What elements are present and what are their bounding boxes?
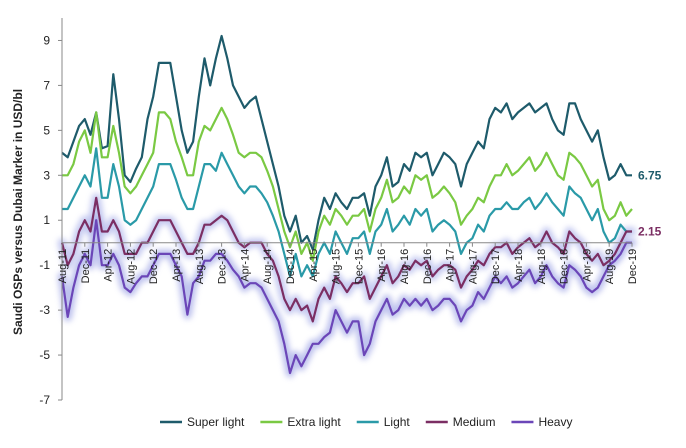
y-tick-label: -5 bbox=[39, 348, 50, 362]
x-tick-label: Aug-17 bbox=[467, 249, 479, 284]
y-tick-label: 1 bbox=[43, 213, 50, 227]
series-line-medium bbox=[60, 196, 632, 323]
y-tick-label: 9 bbox=[43, 33, 50, 47]
x-tick-label: Dec-11 bbox=[80, 249, 92, 284]
x-tick-label: Aug-18 bbox=[536, 249, 548, 284]
x-tick-label: Dec-13 bbox=[217, 249, 229, 284]
legend: Super light Extra light Light Medium Heavy bbox=[160, 415, 572, 429]
x-tick-label: Aug-15 bbox=[331, 249, 343, 284]
x-tick-label: Apr-12 bbox=[103, 249, 115, 282]
axes-layer bbox=[61, 18, 632, 400]
x-tick-label: Dec-17 bbox=[490, 249, 502, 284]
x-tick-label: Aug-16 bbox=[399, 249, 411, 284]
end-label-medium: 2.15 bbox=[638, 224, 662, 238]
legend-label-medium: Medium bbox=[453, 415, 496, 429]
y-tick-label: 3 bbox=[43, 168, 50, 182]
x-tick-label: Apr-18 bbox=[513, 249, 525, 282]
y-axis-title: Saudi OSPs versus Dubai Marker in USD/bl bbox=[11, 89, 25, 335]
x-tick-label: Aug-19 bbox=[604, 249, 616, 284]
end-label-super-light: 6.75 bbox=[638, 168, 662, 182]
x-tick-label: Dec-16 bbox=[422, 249, 434, 284]
x-tick-label: Aug-11 bbox=[57, 249, 69, 284]
series-line-extra-light bbox=[62, 106, 633, 262]
x-tick-label: Dec-12 bbox=[148, 249, 160, 284]
y-tick-label: -3 bbox=[39, 303, 50, 317]
x-tick-label: Apr-15 bbox=[308, 249, 320, 282]
y-tick-label: 5 bbox=[43, 123, 50, 137]
x-tick-label: Aug-14 bbox=[262, 249, 274, 284]
x-tick-label: Dec-19 bbox=[627, 249, 639, 284]
x-tick-label: Apr-13 bbox=[171, 249, 183, 282]
series-line-light bbox=[62, 147, 632, 278]
series-line-super-light bbox=[61, 34, 632, 251]
x-tick-label: Apr-16 bbox=[376, 249, 388, 282]
legend-label-extra-light: Extra light bbox=[287, 415, 341, 429]
legend-label-heavy: Heavy bbox=[538, 415, 572, 429]
legend-label-light: Light bbox=[384, 415, 411, 429]
end-labels: 6.75 2.15 bbox=[638, 168, 662, 238]
x-tick-label: Dec-18 bbox=[559, 249, 571, 284]
x-tick-label: Apr-19 bbox=[581, 249, 593, 282]
x-tick-label: Apr-14 bbox=[239, 249, 251, 282]
series-line-heavy bbox=[60, 219, 632, 375]
x-tick-label: Apr-17 bbox=[445, 249, 457, 282]
y-tick-label: -1 bbox=[39, 258, 50, 272]
x-tick-label: Aug-13 bbox=[194, 249, 206, 284]
y-ticks: 9 7 5 3 1 -1 -3 -5 -7 bbox=[39, 33, 62, 407]
x-tick-label: Dec-14 bbox=[285, 249, 297, 284]
series-layer bbox=[60, 34, 633, 375]
x-tick-label: Dec-15 bbox=[353, 249, 365, 284]
y-tick-label: -7 bbox=[39, 393, 50, 407]
x-tick-label: Aug-12 bbox=[125, 249, 137, 284]
legend-label-super-light: Super light bbox=[187, 415, 245, 429]
x-ticks: Aug-11 Dec-11 Apr-12 Aug-12 Dec-12 Apr-13 Aug-… bbox=[57, 242, 639, 284]
y-tick-label: 7 bbox=[43, 78, 50, 92]
